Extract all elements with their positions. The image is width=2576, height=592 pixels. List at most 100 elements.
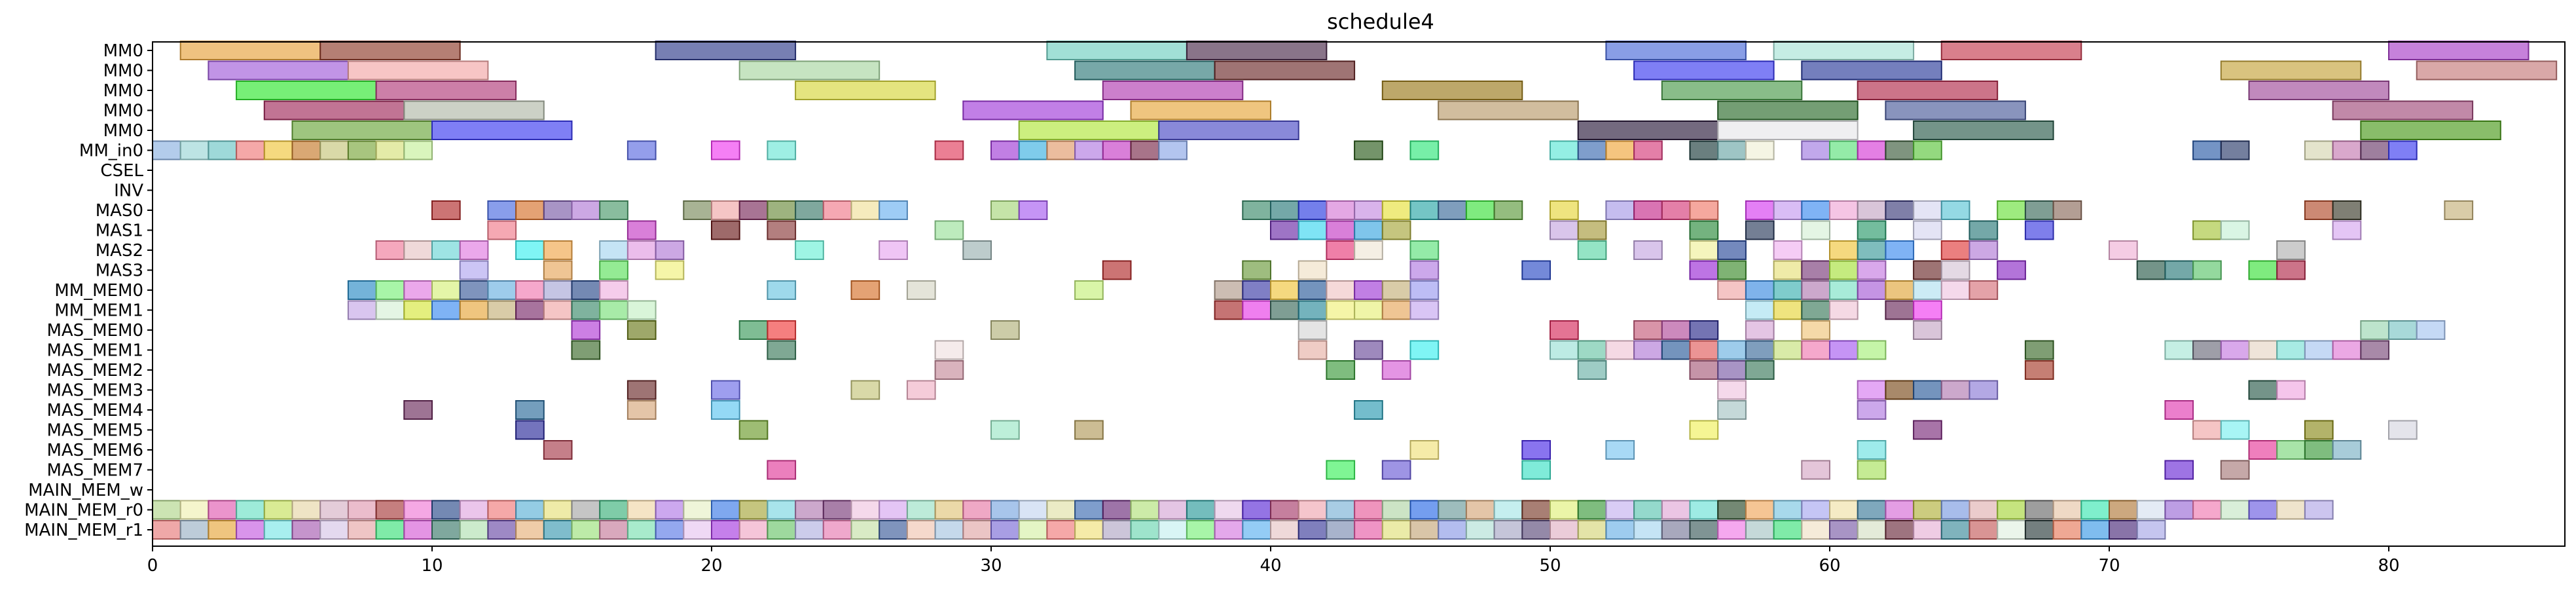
task-bar	[1913, 420, 1942, 440]
task-bar	[1857, 440, 1887, 460]
task-bar	[2024, 200, 2054, 220]
task-bar	[571, 320, 601, 340]
task-bar	[710, 200, 740, 220]
task-bar	[1354, 520, 1383, 540]
task-bar	[1857, 500, 1887, 520]
task-bar	[1689, 340, 1719, 360]
task-bar	[1297, 500, 1328, 520]
task-bar	[1885, 200, 1915, 220]
task-bar	[1605, 41, 1747, 60]
task-bar	[1689, 420, 1719, 440]
task-bar	[2052, 500, 2082, 520]
task-bar	[375, 300, 405, 320]
task-bar	[1968, 500, 1999, 520]
task-bar	[906, 500, 936, 520]
task-bar	[1354, 340, 1383, 360]
task-bar	[795, 81, 936, 100]
y-tick-label: MAS2	[96, 241, 143, 261]
task-bar	[2052, 200, 2082, 220]
task-bar	[1745, 520, 1775, 540]
task-bar	[1269, 200, 1299, 220]
task-bar	[459, 280, 489, 300]
task-bar	[1745, 360, 1775, 380]
task-bar	[1997, 260, 2026, 280]
task-bar	[515, 240, 545, 260]
task-bar	[2164, 460, 2194, 480]
task-bar	[1438, 500, 1467, 520]
task-bar	[2024, 360, 2054, 380]
task-bar	[1857, 380, 1887, 400]
task-bar	[1801, 60, 1942, 81]
task-bar	[1828, 140, 1859, 160]
task-bar	[1745, 500, 1775, 520]
task-bar	[403, 240, 433, 260]
task-bar	[1354, 400, 1383, 420]
task-bar	[375, 520, 405, 540]
task-bar	[291, 500, 321, 520]
task-bar	[515, 280, 545, 300]
task-bar	[1773, 500, 1803, 520]
task-bar	[1940, 41, 2082, 60]
task-bar	[1102, 520, 1132, 540]
task-bar	[1801, 300, 1830, 320]
task-bar	[879, 500, 908, 520]
task-bar	[990, 200, 1020, 220]
task-bar	[2387, 320, 2418, 340]
task-bar	[962, 100, 1104, 120]
task-bar	[487, 200, 517, 220]
task-bar	[2248, 340, 2278, 360]
task-bar	[2136, 260, 2166, 280]
task-bar	[1046, 140, 1076, 160]
task-bar	[1745, 200, 1775, 220]
task-bar	[2164, 260, 2194, 280]
task-bar	[179, 520, 209, 540]
task-bar	[1577, 220, 1607, 240]
task-bar	[626, 500, 657, 520]
task-bar	[1717, 360, 1747, 380]
y-tick-label: MM0	[103, 41, 143, 61]
task-bar	[1297, 220, 1328, 240]
task-bar	[2248, 500, 2278, 520]
y-tick-label: MAS_MEM1	[46, 341, 143, 361]
task-bar	[1913, 320, 1942, 340]
task-bar	[1801, 340, 1830, 360]
task-bar	[626, 140, 657, 160]
task-bar	[1773, 280, 1803, 300]
task-bar	[2164, 400, 2194, 420]
task-bar	[1633, 500, 1663, 520]
task-bar	[1493, 500, 1523, 520]
task-bar	[291, 140, 321, 160]
task-bar	[2248, 440, 2278, 460]
task-bar	[1465, 200, 1495, 220]
task-bar	[850, 280, 880, 300]
task-bar	[2164, 340, 2194, 360]
task-bar	[2024, 340, 2054, 360]
y-tick-label: MM_MEM0	[54, 281, 143, 301]
task-bar	[1661, 200, 1691, 220]
task-bar	[683, 500, 712, 520]
task-bar	[1717, 240, 1747, 260]
task-bar	[1549, 140, 1579, 160]
task-bar	[1409, 260, 1440, 280]
task-bar	[626, 400, 657, 420]
task-bar	[2024, 220, 2054, 240]
y-tick-label: MAIN_MEM_w	[28, 481, 143, 500]
task-bar	[934, 520, 964, 540]
task-bar	[543, 260, 573, 280]
x-tick-label: 10	[421, 556, 443, 576]
task-bar	[1521, 440, 1551, 460]
task-bar	[2332, 340, 2362, 360]
y-tick-label: MM_MEM1	[54, 301, 143, 321]
task-bar	[1018, 500, 1048, 520]
task-bar	[767, 340, 797, 360]
task-bar	[1074, 520, 1104, 540]
y-tick-label: INV	[114, 181, 143, 201]
task-bar	[1549, 200, 1579, 220]
task-bar	[1773, 260, 1803, 280]
task-bar	[403, 520, 433, 540]
task-bar	[2108, 500, 2138, 520]
y-tick-label: MAS_MEM2	[46, 361, 143, 380]
task-bar	[375, 280, 405, 300]
task-bar	[1828, 260, 1859, 280]
